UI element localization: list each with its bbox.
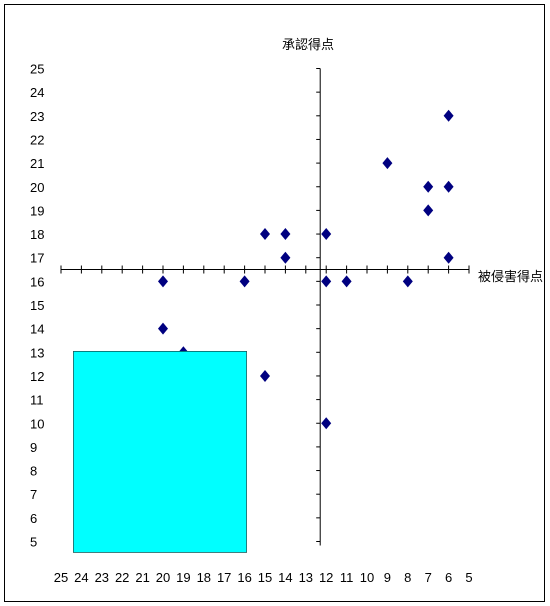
y-tick-label: 22 xyxy=(30,132,44,147)
y-tick-label: 17 xyxy=(30,251,44,266)
x-tick-label: 6 xyxy=(445,570,452,585)
y-tick-label: 8 xyxy=(30,464,37,479)
y-tick-label: 6 xyxy=(30,511,37,526)
x-axis-title: 被侵害得点 xyxy=(478,269,543,285)
y-tick-label: 14 xyxy=(30,322,44,337)
data-point xyxy=(321,228,332,241)
y-tick-labels: 25 24 23 22 21 20 19 18 17 16 15 14 13 12 11 10 9 8 7 6 5 xyxy=(30,62,44,550)
y-tick-label: 10 xyxy=(30,416,44,431)
data-point xyxy=(402,275,413,288)
y-tick-label: 19 xyxy=(30,203,44,218)
y-tick-label: 24 xyxy=(30,85,44,100)
x-tick-label: 8 xyxy=(404,570,411,585)
y-tick-label: 21 xyxy=(30,156,44,171)
x-tick-label: 7 xyxy=(425,570,432,585)
y-tick-label: 23 xyxy=(30,109,44,124)
data-point xyxy=(341,275,352,288)
x-tick-label: 12 xyxy=(319,570,333,585)
y-tick-marks xyxy=(316,68,321,542)
x-tick-label: 17 xyxy=(217,570,231,585)
x-tick-label: 22 xyxy=(115,570,129,585)
x-tick-label: 5 xyxy=(465,570,472,585)
data-point xyxy=(443,251,454,264)
data-point xyxy=(443,180,454,193)
y-tick-label: 25 xyxy=(30,62,44,77)
data-points xyxy=(158,109,454,430)
x-tick-label: 24 xyxy=(74,570,88,585)
y-tick-label: 18 xyxy=(30,227,44,242)
data-point xyxy=(260,369,270,382)
data-point xyxy=(321,275,332,288)
y-tick-label: 16 xyxy=(30,274,44,289)
data-point xyxy=(382,157,393,170)
data-point xyxy=(158,275,168,288)
x-tick-label: 13 xyxy=(299,570,313,585)
x-tick-labels: 25 24 23 22 21 20 19 18 17 16 15 14 13 12 11 10 9 8 7 6 5 xyxy=(54,570,473,585)
x-tick-label: 15 xyxy=(258,570,272,585)
data-point xyxy=(280,251,291,264)
y-tick-label: 15 xyxy=(30,298,44,313)
x-tick-label: 23 xyxy=(95,570,109,585)
x-tick-label: 16 xyxy=(237,570,251,585)
y-tick-label: 5 xyxy=(30,535,37,550)
x-tick-label: 19 xyxy=(176,570,190,585)
y-tick-label: 20 xyxy=(30,180,44,195)
x-tick-label: 14 xyxy=(278,570,292,585)
data-point xyxy=(280,228,291,241)
x-tick-label: 9 xyxy=(384,570,391,585)
x-tick-label: 11 xyxy=(340,570,354,585)
y-tick-label: 13 xyxy=(30,345,44,360)
data-point xyxy=(260,228,270,241)
y-tick-label: 12 xyxy=(30,369,44,384)
x-tick-label: 10 xyxy=(360,570,374,585)
y-tick-label: 9 xyxy=(30,440,37,455)
y-tick-label: 11 xyxy=(30,393,44,408)
x-tick-label: 21 xyxy=(135,570,149,585)
x-tick-label: 25 xyxy=(54,570,68,585)
data-point xyxy=(239,275,250,288)
data-point xyxy=(423,180,434,193)
data-point xyxy=(321,417,332,430)
data-point xyxy=(423,204,434,217)
data-point xyxy=(443,109,454,122)
highlight-region xyxy=(73,351,247,553)
x-tick-label: 20 xyxy=(156,570,170,585)
y-tick-label: 7 xyxy=(30,487,37,502)
data-point xyxy=(158,322,168,335)
y-axis-title: 承認得点 xyxy=(282,37,334,53)
x-tick-label: 18 xyxy=(197,570,211,585)
